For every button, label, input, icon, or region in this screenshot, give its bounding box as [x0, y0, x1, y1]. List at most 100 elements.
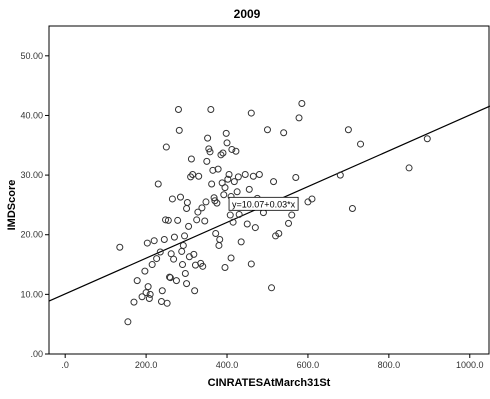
- data-point: [280, 129, 288, 137]
- data-point: [198, 204, 206, 212]
- x-tick-label: 1000.0: [456, 360, 484, 370]
- data-point: [222, 129, 230, 137]
- data-point: [124, 318, 132, 326]
- data-point: [268, 284, 276, 292]
- data-point: [344, 126, 352, 134]
- data-point: [228, 145, 236, 153]
- data-point: [133, 277, 141, 285]
- data-point: [157, 298, 165, 306]
- data-point: [187, 155, 195, 163]
- data-point: [163, 299, 171, 307]
- data-point: [170, 233, 178, 241]
- y-tick-label: 50.00: [20, 51, 43, 61]
- fit-label-box: [228, 196, 299, 211]
- data-point: [263, 126, 271, 134]
- data-point: [232, 147, 240, 155]
- data-point: [275, 230, 283, 238]
- x-tick-label: 800.0: [378, 360, 401, 370]
- data-point: [189, 170, 197, 178]
- data-point: [220, 191, 228, 199]
- x-tick-label: 600.0: [297, 360, 320, 370]
- data-point: [179, 261, 187, 269]
- data-point: [234, 173, 242, 181]
- data-point: [241, 170, 249, 178]
- data-point: [154, 180, 162, 188]
- data-point: [168, 195, 176, 203]
- data-point: [215, 241, 223, 249]
- data-point: [178, 247, 186, 255]
- data-point: [141, 267, 149, 275]
- data-point: [217, 151, 225, 159]
- data-point: [181, 269, 189, 277]
- data-point: [227, 254, 235, 262]
- data-point: [172, 277, 180, 285]
- data-point: [183, 199, 191, 207]
- data-point: [206, 148, 214, 156]
- data-point: [225, 170, 233, 178]
- data-point: [162, 143, 170, 151]
- data-point: [160, 235, 168, 243]
- data-point: [179, 241, 187, 249]
- data-point: [185, 222, 193, 230]
- data-point: [212, 230, 220, 238]
- data-point: [143, 239, 151, 247]
- data-point: [181, 232, 189, 240]
- data-point: [230, 178, 238, 186]
- data-point: [194, 208, 202, 216]
- data-point: [158, 287, 166, 295]
- y-tick-label: 30.00: [20, 170, 43, 180]
- data-point: [208, 180, 216, 188]
- data-point: [203, 157, 211, 165]
- data-point: [245, 185, 253, 193]
- data-point: [210, 194, 218, 202]
- data-point: [213, 199, 221, 207]
- data-point: [255, 170, 263, 178]
- data-point: [145, 295, 153, 303]
- data-point: [144, 283, 152, 291]
- data-point: [226, 211, 234, 219]
- data-point: [195, 172, 203, 180]
- data-point: [423, 135, 431, 143]
- data-point: [193, 216, 201, 224]
- data-point: [214, 165, 222, 173]
- data-point: [288, 211, 296, 219]
- fit-equation-label: y=10.07+0.03*x: [232, 199, 296, 209]
- chart-title: 2009: [234, 7, 261, 21]
- y-tick-label: 10.00: [20, 289, 43, 299]
- data-point: [175, 126, 183, 134]
- data-point: [247, 109, 255, 117]
- data-point: [247, 260, 255, 268]
- data-point: [348, 204, 356, 212]
- data-point: [183, 204, 191, 212]
- data-point: [235, 210, 243, 218]
- data-point: [223, 139, 231, 147]
- y-tick-label: .00: [30, 349, 43, 359]
- data-point: [298, 100, 306, 108]
- data-point: [285, 219, 293, 227]
- data-point: [156, 248, 164, 256]
- data-point: [116, 243, 124, 251]
- data-point: [204, 134, 212, 142]
- data-point: [336, 171, 344, 179]
- y-axis-title: IMDScore: [6, 180, 18, 231]
- data-point: [270, 178, 278, 186]
- data-point: [357, 140, 365, 148]
- data-point: [207, 105, 215, 113]
- data-point: [233, 188, 241, 196]
- data-point: [162, 216, 170, 224]
- x-axis-title: CINRATESAtMarch31St: [208, 377, 331, 389]
- data-point: [243, 220, 251, 228]
- data-point: [199, 262, 207, 270]
- plot-frame: [48, 25, 490, 355]
- data-point: [295, 114, 303, 122]
- data-point: [170, 255, 178, 263]
- data-point: [221, 184, 229, 192]
- data-point: [221, 264, 229, 272]
- data-point: [164, 216, 172, 224]
- data-point: [166, 273, 174, 281]
- data-point: [130, 298, 138, 306]
- x-tick-label: .0: [61, 360, 69, 370]
- data-point: [150, 237, 158, 245]
